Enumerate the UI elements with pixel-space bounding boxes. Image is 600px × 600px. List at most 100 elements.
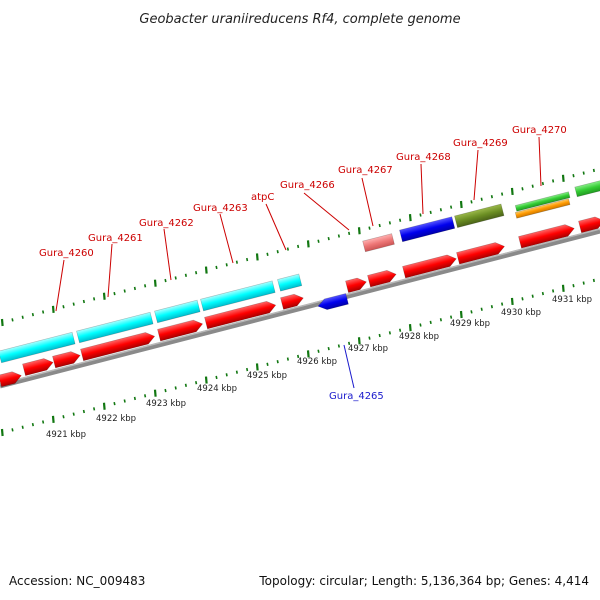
tick-minor <box>113 291 116 296</box>
tick-minor <box>368 226 371 230</box>
tick-minor <box>31 312 34 317</box>
tick-minor <box>572 174 575 178</box>
gene-label-gura-4263[interactable]: Gura_4263 <box>193 203 248 214</box>
gene-label-gura-4265[interactable]: Gura_4265 <box>329 391 384 402</box>
cds-arrow-1 <box>0 371 22 388</box>
kbp-label-4931: 4931 kbp <box>552 295 592 305</box>
tick-minor <box>348 341 351 346</box>
backbone-line <box>0 228 600 389</box>
tick-major <box>408 214 412 222</box>
tick-minor <box>592 168 595 173</box>
tick-minor <box>21 315 24 319</box>
cds-arrow-9-shape <box>367 270 397 288</box>
gene-label-gura-4262[interactable]: Gura_4262 <box>139 218 194 229</box>
tick-minor <box>572 284 575 288</box>
cds-arrow-8 <box>345 277 367 293</box>
tick-minor <box>327 236 330 241</box>
cds-arrow-11 <box>456 242 505 265</box>
gene-label-gura-4268[interactable]: Gura_4268 <box>396 152 451 163</box>
map-title: Geobacter uraniireducens Rf4, complete g… <box>139 12 460 27</box>
leader-line-3 <box>163 228 172 281</box>
tick-minor <box>144 394 147 398</box>
tick-major <box>561 284 565 292</box>
accession-text: Accession: NC_009483 <box>9 574 146 588</box>
tick-minor <box>225 263 228 267</box>
tick-minor <box>276 250 279 254</box>
cyan-block-3 <box>154 299 201 324</box>
leader-line-8 <box>420 163 424 215</box>
tick-minor <box>62 415 65 419</box>
tick-minor <box>378 333 381 338</box>
tick-minor <box>174 386 177 390</box>
olive-block-shape <box>454 203 505 228</box>
tick-minor <box>31 422 34 427</box>
tick-minor <box>286 247 289 251</box>
cyan-block-2 <box>76 311 154 344</box>
tick-minor <box>480 307 483 311</box>
kbp-label-4927: 4927 kbp <box>348 344 388 354</box>
tick-minor <box>195 381 198 385</box>
tick-minor <box>327 346 330 351</box>
tick-minor <box>429 320 432 325</box>
leader-line-1 <box>55 259 65 312</box>
kbp-tick-layer <box>0 168 595 437</box>
tick-minor <box>501 192 504 196</box>
cds-arrow-2-shape <box>22 358 54 377</box>
cds-arrow-4-shape <box>80 332 156 362</box>
tick-minor <box>490 305 493 309</box>
upper-tick-row <box>0 168 595 327</box>
tick-minor <box>388 221 391 225</box>
tick-major <box>255 363 259 371</box>
tick-major <box>255 253 259 261</box>
tick-minor <box>552 289 555 293</box>
tick-minor <box>144 284 147 288</box>
tick-minor <box>11 428 14 432</box>
tick-minor <box>82 409 85 414</box>
tick-minor <box>133 396 136 401</box>
tick-minor <box>123 289 126 293</box>
gene-label-gura-4267[interactable]: Gura_4267 <box>338 165 393 176</box>
tick-minor <box>480 197 483 201</box>
tick-minor <box>439 208 442 212</box>
tick-minor <box>439 318 442 322</box>
tick-minor <box>582 281 585 285</box>
gene-label-gura-4260[interactable]: Gura_4260 <box>39 248 94 259</box>
gene-label-gura-4261[interactable]: Gura_4261 <box>88 233 143 244</box>
tick-major <box>0 318 4 327</box>
tick-minor <box>113 401 116 406</box>
cyan-block-5-shape <box>277 273 303 292</box>
kbp-label-4923: 4923 kbp <box>146 399 186 409</box>
tick-major <box>0 428 4 437</box>
green-block-2-shape <box>574 179 600 198</box>
tick-minor <box>348 231 351 236</box>
tick-minor <box>286 357 289 361</box>
gene-label-gura-4266[interactable]: Gura_4266 <box>280 180 335 191</box>
tick-major <box>102 292 106 300</box>
gene-label-gura-4269[interactable]: Gura_4269 <box>453 138 508 149</box>
gene-label-atpc[interactable]: atpC <box>251 192 274 203</box>
tick-major <box>510 187 514 196</box>
tick-major <box>510 297 514 306</box>
tick-minor <box>429 210 432 215</box>
tick-minor <box>592 278 595 283</box>
tick-minor <box>470 200 473 204</box>
tick-minor <box>225 373 228 377</box>
gene-label-gura-4270[interactable]: Gura_4270 <box>512 125 567 136</box>
tick-minor <box>215 265 218 270</box>
tick-minor <box>72 302 75 306</box>
tick-minor <box>133 286 136 291</box>
tick-major <box>204 376 208 384</box>
cds-arrow-11-shape <box>456 242 505 265</box>
tick-minor <box>297 354 300 359</box>
tick-minor <box>541 291 544 296</box>
tick-minor <box>419 323 422 327</box>
tick-minor <box>123 399 126 403</box>
orange-block <box>514 198 571 219</box>
cds-arrow-9 <box>367 270 397 288</box>
tick-minor <box>235 260 238 264</box>
tick-minor <box>378 223 381 228</box>
cds-arrow-7 <box>280 293 304 310</box>
cds-arrow-7-shape <box>280 293 304 310</box>
reverse-cds-arrow <box>317 293 349 310</box>
tick-major <box>204 266 208 274</box>
